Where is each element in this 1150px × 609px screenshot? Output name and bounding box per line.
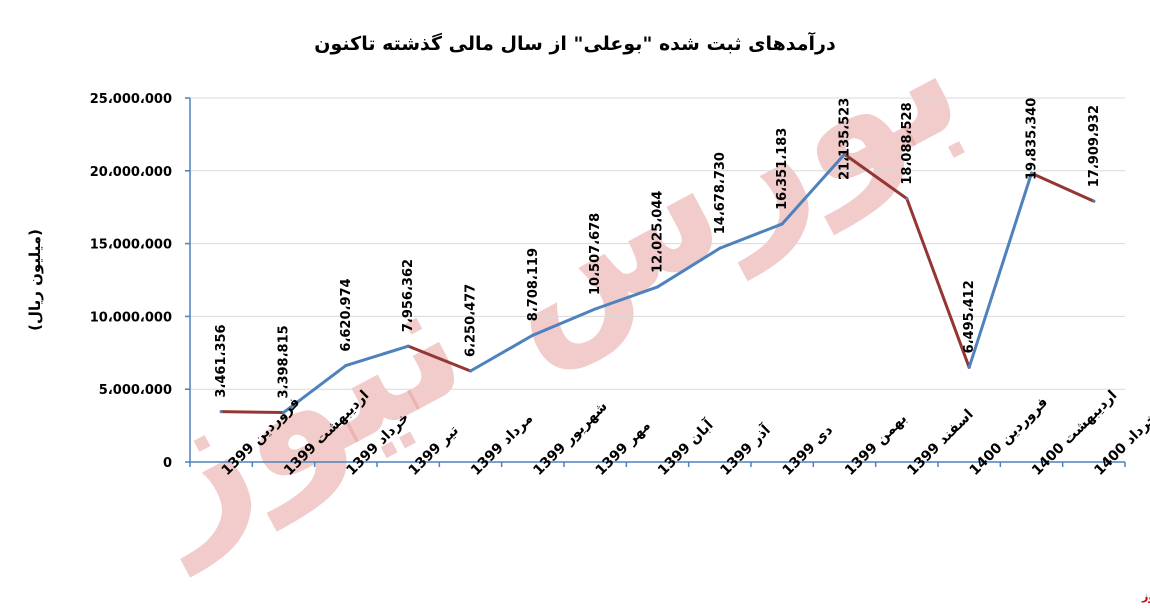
y-tick-label: 10،000،000 xyxy=(90,310,172,325)
series-segment xyxy=(344,344,410,368)
y-tick-label: 20،000،000 xyxy=(90,165,172,180)
data-point xyxy=(780,222,784,226)
data-label: 18،088،528 xyxy=(900,102,915,184)
data-point xyxy=(344,364,348,368)
data-point xyxy=(1092,199,1096,203)
series-segment xyxy=(843,152,909,201)
y-tick-label: 5،000،000 xyxy=(99,383,172,398)
series-segment xyxy=(967,171,1033,369)
x-tick-label: مهر 1399 xyxy=(593,418,654,479)
data-point xyxy=(219,410,223,414)
data-label: 3،398،815 xyxy=(277,325,292,398)
data-label: 8،708،119 xyxy=(526,248,541,321)
series-segment xyxy=(1030,171,1096,203)
series-segment xyxy=(593,285,659,311)
x-tick-label: آذر 1399 xyxy=(716,420,775,479)
series-segment xyxy=(282,364,348,415)
data-point xyxy=(905,197,909,201)
data-label: 21،135،523 xyxy=(838,98,853,180)
series-segment xyxy=(718,222,784,250)
data-label: 14،678،730 xyxy=(713,152,728,234)
source-label: بورس نیوز xyxy=(1141,590,1150,603)
series-segment xyxy=(469,333,535,373)
data-label: 6،495،412 xyxy=(962,280,977,353)
x-tick-label: خرداد 1400 xyxy=(1091,410,1150,479)
y-tick-labels: 0 5،000،000 10،000،000 15،000،000 20،000،000… xyxy=(90,92,172,471)
x-tick-label: آبان 1399 xyxy=(654,415,718,479)
series-lines xyxy=(219,152,1096,415)
watermark-text: بورس نیوز xyxy=(96,0,991,579)
series-segment xyxy=(656,246,722,289)
data-labels: 3،461،356 3،398،815 6،620،974 7،956،362 6،25… xyxy=(214,98,1102,399)
y-tick-label: 15،000،000 xyxy=(90,238,172,253)
gridlines xyxy=(185,97,1126,467)
watermark: بورس نیوز xyxy=(96,0,991,579)
data-point xyxy=(406,344,410,348)
y-tick-label: 0 xyxy=(163,456,172,471)
data-label: 7،956،362 xyxy=(401,259,416,332)
data-point xyxy=(718,246,722,250)
y-tick-label: 25،000،000 xyxy=(90,92,172,107)
data-point xyxy=(1030,171,1033,175)
data-label: 17،909،932 xyxy=(1087,105,1102,187)
series-segment xyxy=(531,307,597,337)
data-point xyxy=(282,411,285,415)
x-tick-label: دی 1399 xyxy=(780,422,836,478)
data-label: 19،835،340 xyxy=(1025,98,1040,180)
data-point xyxy=(593,307,597,311)
series-segment xyxy=(780,152,846,226)
series-segment xyxy=(219,410,285,415)
axes xyxy=(189,98,1125,463)
data-label: 10،507،678 xyxy=(588,213,603,295)
series-segment xyxy=(905,197,971,369)
y-axis-title: (میلیون ریال) xyxy=(26,229,44,331)
data-point xyxy=(531,333,535,337)
data-label: 3،461،356 xyxy=(214,324,229,397)
data-point xyxy=(469,369,472,373)
data-point xyxy=(843,152,846,156)
data-label: 6،250،477 xyxy=(464,284,479,357)
data-point xyxy=(656,285,659,289)
data-label: 6،620،974 xyxy=(339,278,354,351)
data-label: 16،351،183 xyxy=(775,128,790,210)
series-segment xyxy=(406,344,472,373)
chart-title: درآمدهای ثبت شده "بوعلی" از سال مالی گذش… xyxy=(314,31,836,55)
data-point xyxy=(967,365,971,369)
x-tick-label: بهمن 1399 xyxy=(842,411,910,479)
data-label: 12،025،044 xyxy=(651,191,666,273)
